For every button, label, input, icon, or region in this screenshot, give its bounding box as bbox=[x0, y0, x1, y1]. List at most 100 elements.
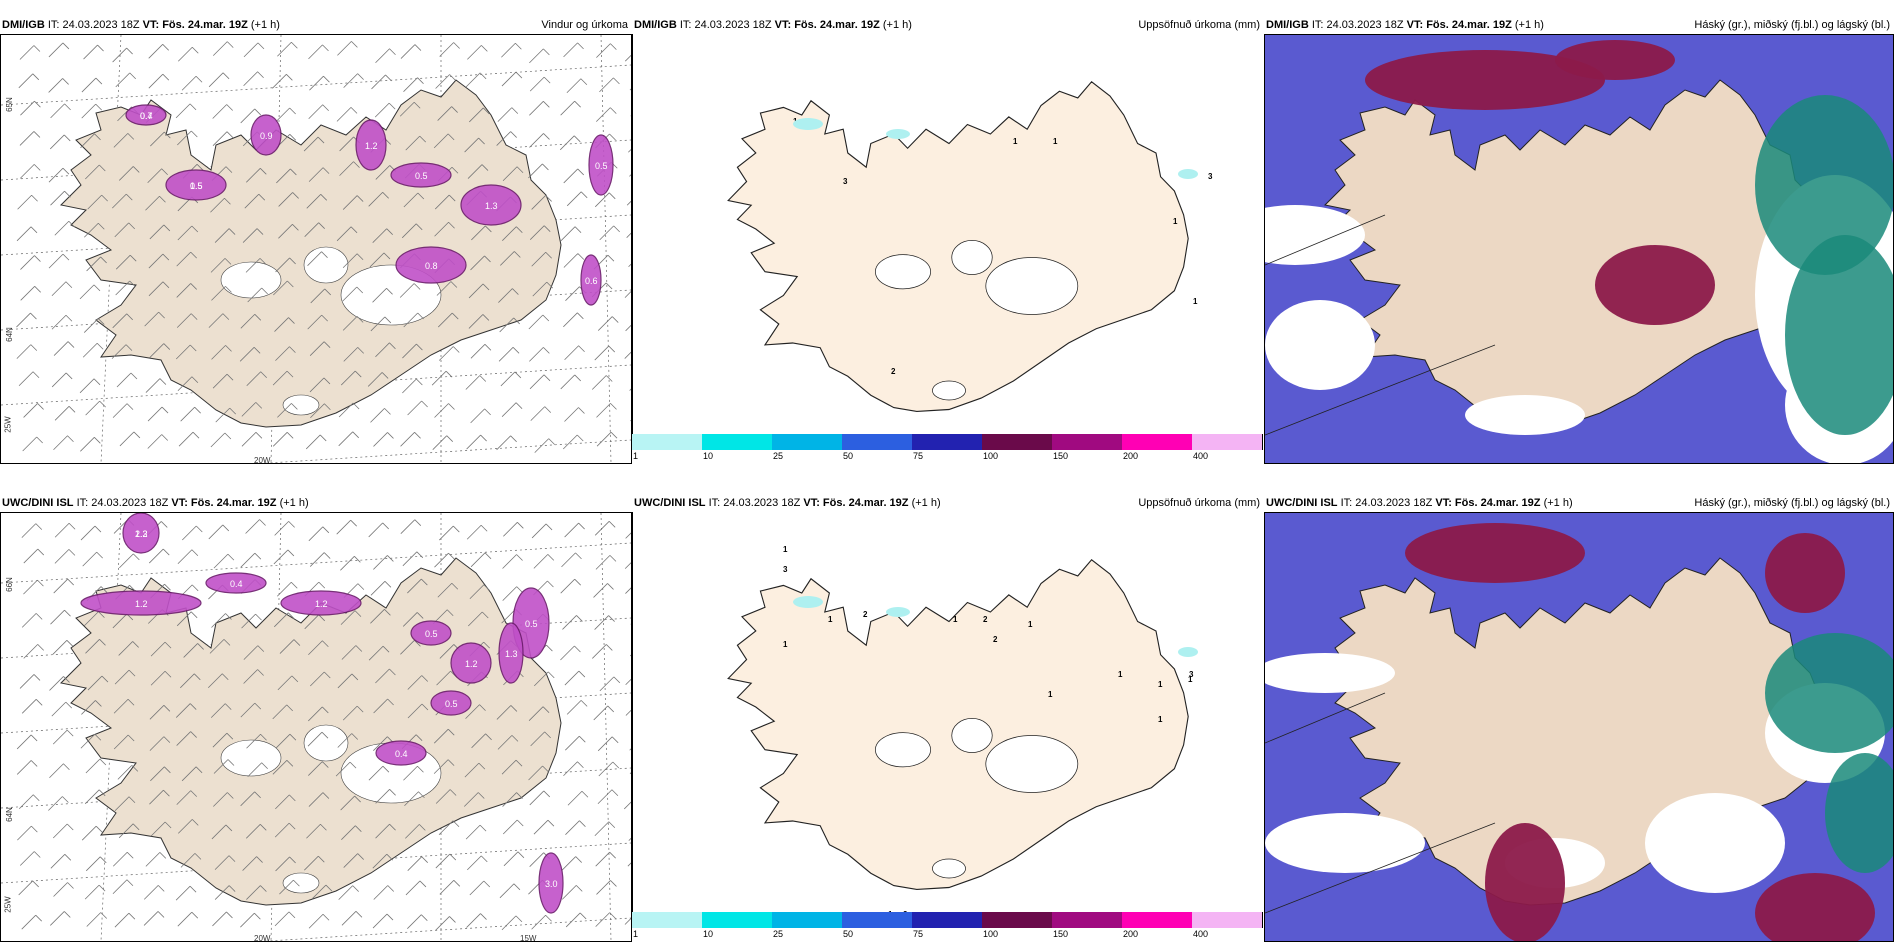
wind-barb bbox=[336, 519, 357, 535]
wind-barb bbox=[148, 44, 169, 59]
precip-contour bbox=[538, 852, 564, 914]
wind-barb bbox=[51, 372, 73, 388]
wind-barb bbox=[336, 107, 358, 122]
precip-value-label: 1.5 bbox=[190, 181, 203, 191]
wind-barb bbox=[564, 407, 585, 422]
wind-barb bbox=[338, 431, 360, 447]
wind-barb bbox=[85, 400, 106, 416]
accum-value-label: 1 bbox=[1048, 690, 1053, 699]
wind-barb bbox=[48, 78, 69, 93]
low-cloud-area bbox=[1755, 95, 1893, 275]
wind-barb bbox=[598, 761, 620, 777]
wind-barb bbox=[305, 434, 327, 450]
map-cloud-cover[interactable] bbox=[1264, 34, 1894, 464]
wind-barb bbox=[342, 705, 364, 721]
wind-barb bbox=[143, 885, 165, 900]
wind-barb bbox=[16, 226, 38, 242]
wind-barb bbox=[118, 823, 140, 839]
wind-barb bbox=[279, 639, 301, 654]
wind-barb bbox=[435, 916, 456, 931]
lead-time: (+1 h) bbox=[1543, 497, 1573, 509]
wind-barb bbox=[20, 286, 41, 301]
wind-barb bbox=[563, 168, 585, 184]
glacier bbox=[303, 724, 349, 762]
precip-value-label: 1.2 bbox=[315, 599, 328, 609]
map-accumulated-precip[interactable]: 123111132 bbox=[632, 34, 1263, 434]
wind-barb bbox=[403, 192, 425, 208]
colorbar-swatch bbox=[912, 912, 983, 928]
wind-barb bbox=[112, 851, 134, 867]
wind-barb bbox=[50, 190, 71, 206]
wind-barb bbox=[628, 837, 631, 841]
wind-barb bbox=[211, 345, 232, 360]
wind-barb bbox=[503, 522, 524, 537]
wind-barb bbox=[112, 313, 133, 329]
high-cloud-area bbox=[1755, 873, 1875, 941]
wind-barb bbox=[531, 914, 552, 930]
wind-barb bbox=[465, 375, 487, 390]
wind-barb bbox=[273, 612, 295, 628]
glacier bbox=[932, 380, 966, 401]
wind-barb bbox=[370, 581, 392, 596]
panel-header: DMI/IGB IT: 24.03.2023 18Z VT: Fös. 24.m… bbox=[0, 16, 632, 34]
wind-barb bbox=[343, 853, 364, 868]
accum-value-label: 2 bbox=[993, 635, 998, 644]
wind-barb bbox=[629, 174, 631, 177]
wind-barb bbox=[213, 553, 235, 569]
wind-barb bbox=[175, 703, 197, 718]
wind-barb bbox=[208, 72, 230, 88]
wind-barb bbox=[560, 374, 582, 390]
wind-barb bbox=[596, 880, 617, 895]
wind-barb bbox=[115, 280, 136, 296]
wind-barb bbox=[624, 562, 631, 569]
wind-barb bbox=[470, 255, 491, 271]
wind-barb bbox=[372, 228, 393, 244]
wind-barb bbox=[629, 772, 631, 775]
accum-value-label: 1 bbox=[1158, 715, 1163, 724]
map-wind-precip[interactable]: 0.7 1.5 0.9 1.2 0.5 1.3 0.8 0.5 0.6 0.4 0.5 bbox=[0, 34, 632, 464]
wind-barb bbox=[247, 287, 268, 303]
wind-barb bbox=[53, 341, 75, 356]
wind-barb bbox=[368, 192, 389, 207]
wind-barb bbox=[403, 765, 424, 781]
wind-barb bbox=[145, 852, 167, 867]
wind-barb bbox=[211, 824, 233, 840]
colorbar-label: 400 bbox=[1193, 451, 1209, 461]
wind-barb bbox=[564, 345, 585, 361]
wind-barb bbox=[214, 228, 236, 243]
map-accumulated-precip[interactable]: 13112122111113112 bbox=[632, 512, 1263, 912]
precip-contour bbox=[450, 642, 492, 684]
wind-barb bbox=[626, 200, 631, 206]
clear-sky-area bbox=[1265, 813, 1425, 873]
wind-barb bbox=[239, 347, 261, 362]
wind-barb bbox=[275, 107, 296, 123]
wind-barb bbox=[594, 821, 616, 837]
wind-barb bbox=[629, 654, 631, 657]
wind-barb bbox=[407, 675, 429, 690]
wind-barb bbox=[369, 252, 391, 268]
accum-value-label: 1 bbox=[783, 545, 788, 554]
wind-barb bbox=[343, 347, 365, 362]
colorbar-label: 400 bbox=[1193, 929, 1209, 939]
map-cloud-cover[interactable] bbox=[1264, 512, 1894, 942]
wind-barb bbox=[240, 552, 262, 568]
model-name: UWC/DINI ISL bbox=[1266, 497, 1338, 509]
wind-barb bbox=[407, 703, 429, 719]
wind-barb bbox=[439, 880, 461, 895]
wind-barb bbox=[403, 312, 425, 328]
wind-barb bbox=[307, 731, 329, 747]
map-wind-precip[interactable]: 1.3 1.2 0.4 1.2 0.5 0.5 1.2 1.3 0.5 0.4 3.0 2.2 bbox=[0, 512, 632, 942]
precip-contour bbox=[125, 104, 167, 126]
precip-value-label: 0.8 bbox=[425, 261, 438, 271]
wind-barb bbox=[563, 42, 584, 58]
wind-barb bbox=[501, 915, 523, 931]
wind-barb bbox=[150, 641, 172, 657]
wind-barb bbox=[208, 524, 230, 540]
wind-barb bbox=[115, 254, 137, 270]
wind-barb bbox=[18, 371, 40, 387]
wind-barb bbox=[16, 760, 38, 775]
wind-barb bbox=[212, 41, 234, 56]
wind-barb bbox=[407, 914, 428, 929]
lat-label: 64N bbox=[4, 327, 14, 342]
wind-barb bbox=[596, 43, 617, 58]
